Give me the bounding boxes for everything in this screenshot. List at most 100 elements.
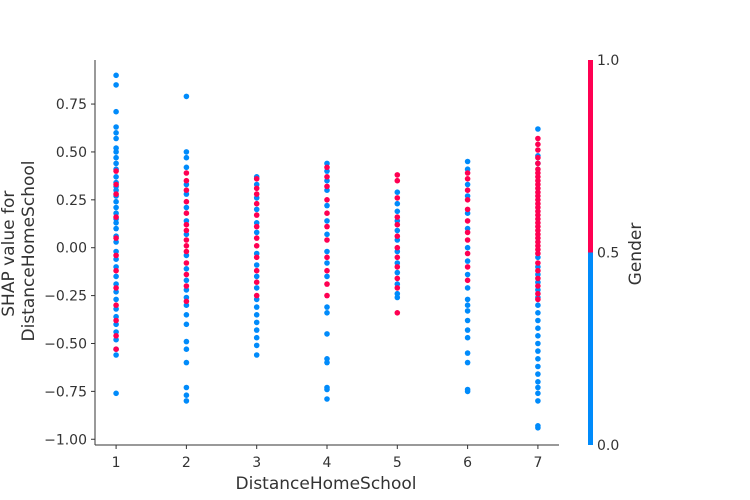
data-point [464, 285, 471, 291]
y-tick-label: 0.25 [56, 193, 87, 209]
data-point [464, 197, 471, 203]
data-point [394, 264, 401, 270]
data-point [183, 210, 190, 216]
data-point [324, 273, 330, 280]
data-point [183, 227, 190, 234]
data-point [535, 267, 541, 274]
data-point [464, 229, 471, 236]
data-point [113, 160, 119, 167]
data-point [253, 223, 260, 230]
data-point [183, 302, 190, 309]
data-point [535, 348, 541, 354]
data-point [324, 281, 330, 287]
data-point [253, 200, 260, 207]
data-point [183, 198, 190, 205]
data-point [535, 371, 541, 377]
data-point [464, 218, 471, 224]
data-point [535, 390, 541, 397]
data-point [113, 168, 119, 174]
data-point [535, 160, 541, 167]
data-point [253, 285, 260, 291]
data-point [183, 338, 190, 345]
y-tick-label: −0.25 [44, 289, 87, 305]
x-ticks: 1 2 3 4 5 6 7 [112, 445, 542, 471]
data-point [113, 220, 119, 226]
x-tick-label: 7 [533, 455, 542, 471]
data-point [253, 312, 260, 318]
data-point [253, 206, 260, 213]
data-point [464, 170, 471, 176]
data-point [183, 398, 190, 404]
data-point [183, 384, 190, 391]
data-point [113, 235, 119, 241]
data-point [464, 244, 471, 251]
data-point [253, 185, 260, 192]
data-point [113, 204, 119, 211]
y-tick-label: −0.75 [44, 384, 87, 400]
data-point [183, 187, 190, 193]
data-point [535, 246, 541, 253]
data-point [535, 379, 541, 385]
data-point [113, 135, 119, 142]
data-point [113, 174, 119, 180]
x-tick-label: 5 [393, 455, 402, 471]
data-point [535, 363, 541, 370]
data-point [324, 386, 330, 393]
data-point [535, 325, 541, 332]
data-point [253, 212, 260, 218]
data-point [324, 223, 330, 230]
y-axis-label: SHAP value for DistanceHomeSchool [0, 161, 39, 342]
data-point [535, 275, 541, 282]
data-point [183, 170, 190, 176]
data-point [324, 183, 330, 190]
scatter-points [113, 72, 541, 431]
data-point [464, 264, 471, 270]
data-point [183, 204, 190, 211]
data-point [113, 124, 119, 130]
x-tick-label: 6 [463, 455, 472, 471]
data-point [253, 254, 260, 261]
data-point [183, 392, 190, 399]
data-point [253, 327, 260, 333]
data-point [394, 172, 401, 178]
data-point [324, 310, 330, 316]
data-point [113, 296, 119, 303]
data-point [394, 189, 401, 195]
y-tick-label: −1.00 [44, 432, 87, 448]
data-point [535, 384, 541, 391]
data-point [535, 356, 541, 362]
data-point [535, 296, 541, 303]
data-point [183, 93, 190, 100]
colorbar-tick-label: 0.0 [597, 438, 619, 454]
data-point [253, 229, 260, 236]
data-point [113, 248, 119, 255]
data-point [113, 352, 119, 358]
data-point [464, 206, 471, 213]
data-point [253, 352, 260, 358]
data-point [113, 191, 119, 197]
colorbar-label: Gender [626, 223, 646, 286]
data-point [324, 202, 330, 209]
data-point [394, 260, 401, 266]
data-point [464, 250, 471, 257]
data-point [183, 177, 190, 184]
y-tick-label: 0.75 [56, 97, 87, 113]
data-point [394, 275, 401, 282]
data-point [113, 285, 119, 291]
data-point [464, 271, 471, 278]
data-point [183, 271, 190, 278]
data-point [535, 223, 541, 230]
data-point [183, 248, 190, 255]
data-point [183, 312, 190, 318]
data-point [183, 283, 190, 289]
data-point [253, 235, 260, 241]
data-point [183, 149, 190, 155]
data-point [535, 398, 541, 404]
data-point [183, 260, 190, 266]
y-tick-label: 0.00 [56, 241, 87, 257]
data-point [113, 72, 119, 79]
data-point [464, 181, 471, 188]
data-point [535, 141, 541, 148]
data-point [324, 210, 330, 216]
data-point [394, 254, 401, 261]
